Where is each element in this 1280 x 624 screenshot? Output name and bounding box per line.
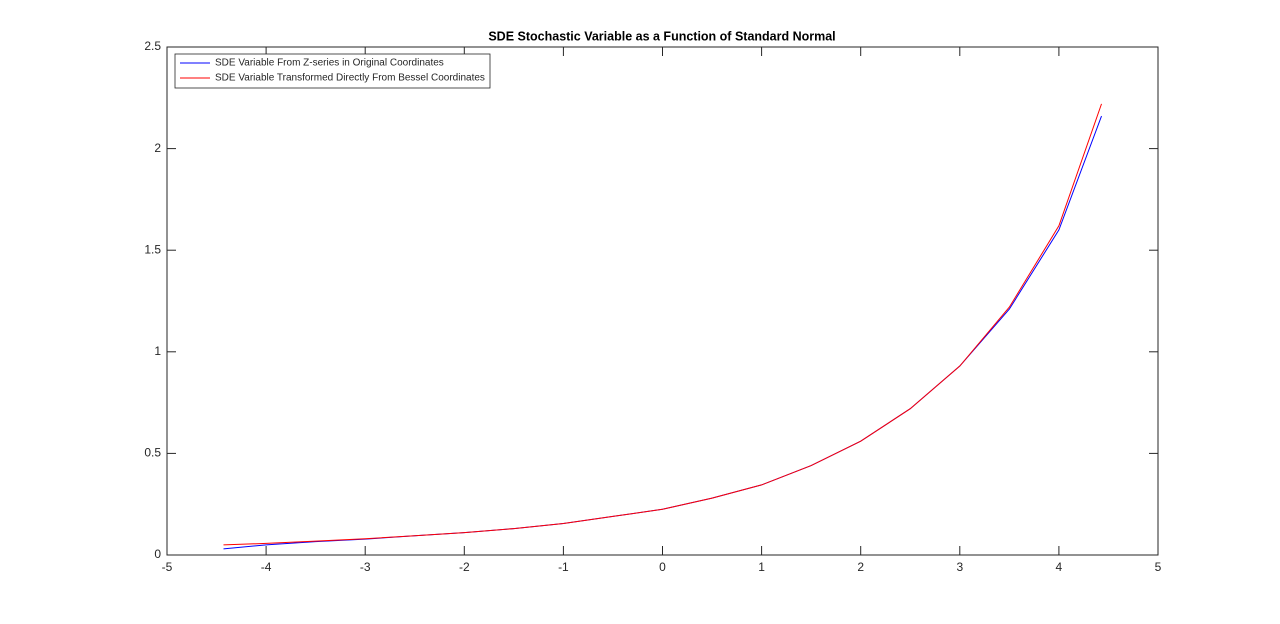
y-tick-label: 0 <box>154 547 161 561</box>
y-tick-label: 1.5 <box>144 242 161 256</box>
x-tick-label: 0 <box>659 560 666 574</box>
x-tick-label: -5 <box>162 560 173 574</box>
x-tick-label: 3 <box>956 560 963 574</box>
legend-label: SDE Variable Transformed Directly From B… <box>215 73 485 84</box>
x-tick-label: 1 <box>758 560 765 574</box>
x-tick-label: 2 <box>857 560 864 574</box>
x-tick-label: -2 <box>459 560 470 574</box>
y-tick-label: 2.5 <box>144 39 161 53</box>
chart-title: SDE Stochastic Variable as a Function of… <box>488 29 835 43</box>
y-tick-label: 0.5 <box>144 446 161 460</box>
x-tick-label: 5 <box>1155 560 1162 574</box>
line-series <box>223 103 1102 546</box>
x-tick-label: -1 <box>558 560 569 574</box>
y-tick-label: 1 <box>154 344 161 358</box>
x-tick-label: -4 <box>261 560 272 574</box>
x-tick-label: 4 <box>1056 560 1063 574</box>
legend-label: SDE Variable From Z-series in Original C… <box>215 58 444 69</box>
legend-box <box>174 53 491 89</box>
y-tick-label: 2 <box>154 141 161 155</box>
x-tick-label: -3 <box>360 560 371 574</box>
